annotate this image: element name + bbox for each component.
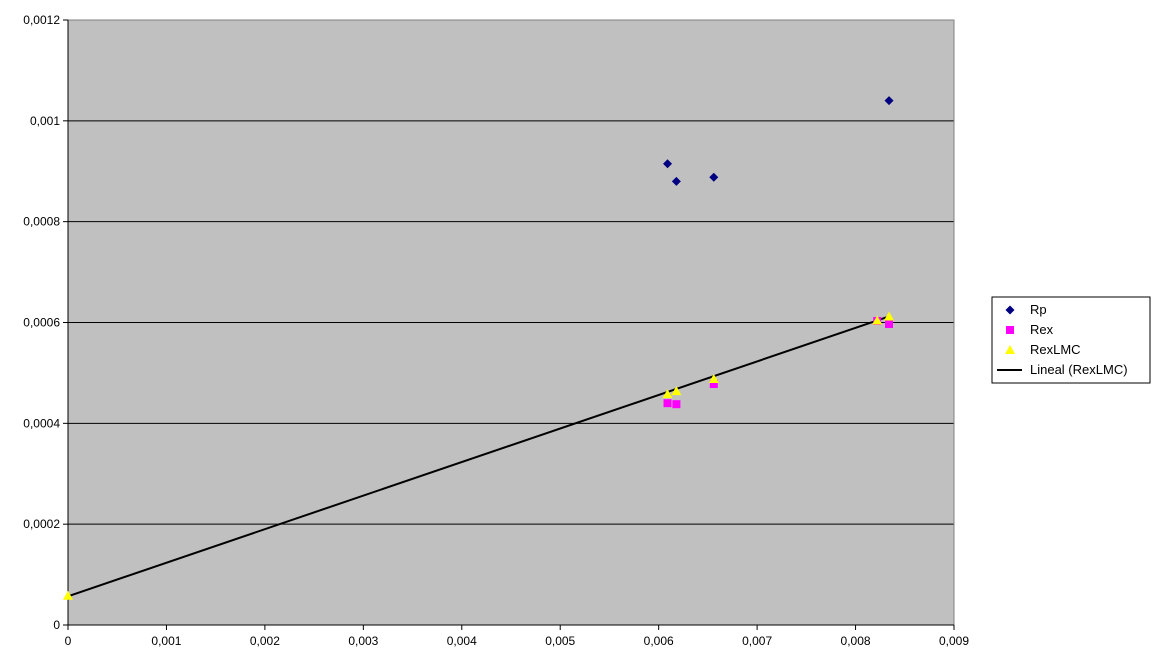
point-rex bbox=[885, 320, 894, 329]
point-rexlmc bbox=[872, 315, 883, 325]
point-rex bbox=[663, 399, 672, 408]
legend-label-lineal-rexlmc: Lineal (RexLMC) bbox=[1030, 362, 1128, 377]
x-tick-label: 0,005 bbox=[545, 634, 575, 648]
x-tick-label: 0,003 bbox=[348, 634, 378, 648]
legend-swatch-rp bbox=[1005, 305, 1015, 315]
axes bbox=[63, 19, 955, 630]
point-rex bbox=[672, 400, 681, 409]
x-tick-label: 0 bbox=[65, 634, 72, 648]
y-tick-label: 0,0002 bbox=[23, 517, 60, 531]
point-rexlmc bbox=[884, 311, 895, 321]
trendline-rexlmc bbox=[67, 315, 890, 598]
legend-box bbox=[991, 296, 1151, 384]
x-tick-label: 0,004 bbox=[447, 634, 477, 648]
legend-swatch-rex bbox=[1006, 326, 1014, 334]
point-rexlmc bbox=[708, 373, 719, 383]
legend: Rp Rex RexLMC Lineal (RexLMC) bbox=[991, 296, 1151, 384]
y-tick-label: 0,0008 bbox=[23, 215, 60, 229]
x-axis-tick-labels: 0 0,001 0,002 0,003 0,004 0,005 0,006 0,007 0,00… bbox=[65, 634, 970, 648]
point-rp bbox=[671, 176, 681, 186]
legend-label-rex: Rex bbox=[1030, 322, 1054, 337]
point-rexlmc bbox=[662, 389, 673, 399]
y-tick-label: 0 bbox=[53, 618, 60, 632]
x-tick-label: 0,008 bbox=[841, 634, 871, 648]
point-rexlmc bbox=[63, 590, 73, 600]
point-rp bbox=[709, 172, 719, 182]
point-rex bbox=[709, 380, 718, 389]
y-tick-label: 0,001 bbox=[30, 114, 60, 128]
x-tick-label: 0,007 bbox=[742, 634, 772, 648]
y-tick-label: 0,0006 bbox=[23, 316, 60, 330]
y-tick-label: 0,0004 bbox=[23, 416, 60, 430]
x-tick-label: 0,002 bbox=[250, 634, 280, 648]
legend-swatch-rexlmc bbox=[1005, 345, 1015, 354]
y-tick-label: 0,0012 bbox=[23, 13, 60, 27]
data-series bbox=[63, 96, 895, 600]
legend-label-rexlmc: RexLMC bbox=[1030, 342, 1081, 357]
x-tick-label: 0,001 bbox=[151, 634, 181, 648]
point-rexlmc bbox=[671, 386, 682, 396]
y-axis-tick-labels: 0 0,0002 0,0004 0,0006 0,0008 0,001 0,0012 bbox=[23, 13, 60, 632]
legend-label-rp: Rp bbox=[1030, 302, 1047, 317]
point-rp bbox=[663, 159, 673, 169]
x-tick-label: 0,006 bbox=[644, 634, 674, 648]
point-rp bbox=[884, 96, 894, 106]
x-tick-label: 0,009 bbox=[939, 634, 969, 648]
